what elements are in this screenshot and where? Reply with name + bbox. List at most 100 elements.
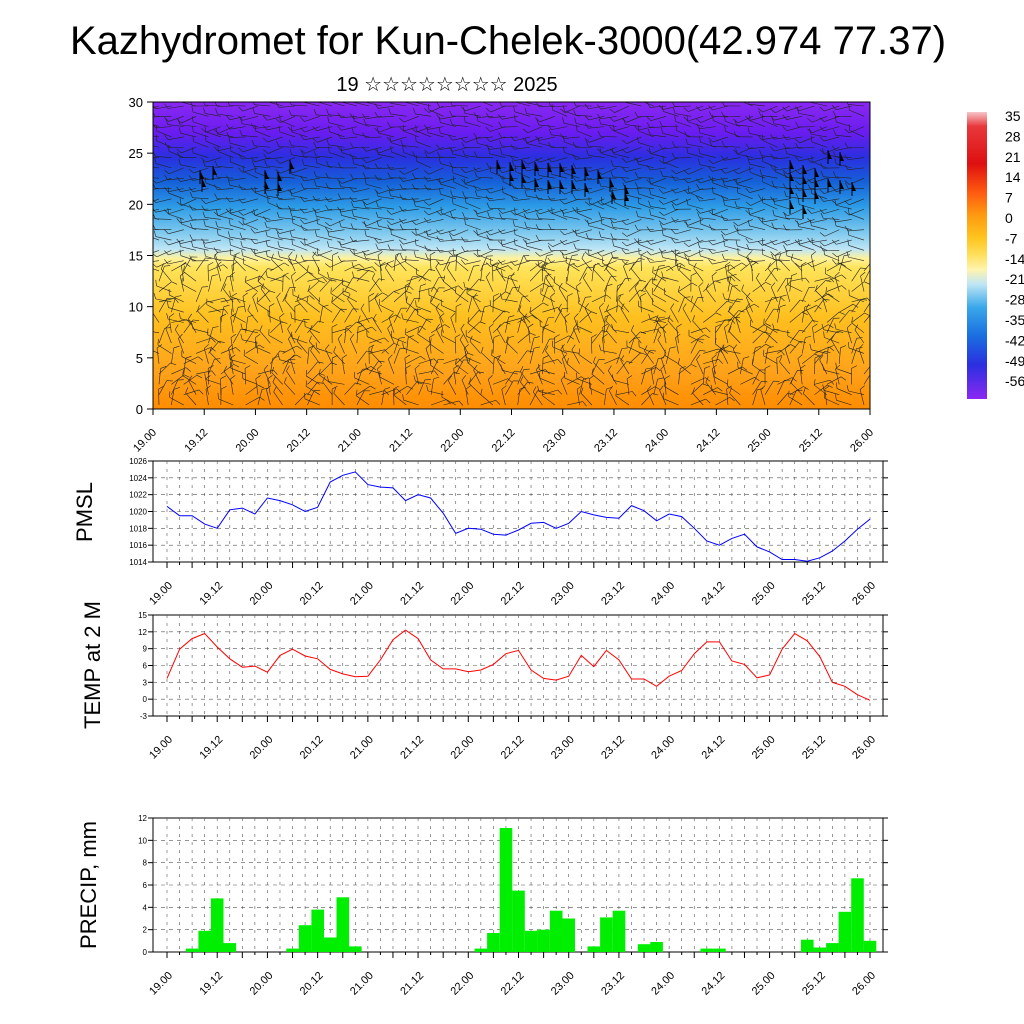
- wind-barb: [267, 256, 283, 261]
- wind-barb-flag: [192, 125, 194, 132]
- colorbar-label: 21: [1005, 149, 1021, 165]
- wind-barb: [737, 177, 753, 184]
- wind-barb: [242, 167, 259, 173]
- wind-barb-flag: [780, 294, 787, 297]
- wind-barb: [638, 244, 654, 251]
- wind-barb-flag: [229, 362, 232, 369]
- wind-barb: [316, 155, 333, 158]
- wind-barb: [775, 171, 790, 179]
- wind-barb-flag: [256, 297, 259, 304]
- wind-barb: [823, 208, 840, 214]
- wind-barb: [727, 275, 732, 292]
- wind-barb: [737, 153, 753, 158]
- wind-barb: [545, 278, 556, 292]
- wind-barb: [653, 277, 663, 292]
- wind-barb-flag: [247, 314, 254, 318]
- wind-barb: [370, 351, 382, 364]
- precip-bar: [349, 946, 362, 952]
- wind-barb-flag: [215, 108, 218, 115]
- wind-barb-flag: [258, 385, 265, 389]
- wind-barb: [762, 181, 778, 189]
- wind-barb: [318, 303, 333, 313]
- wind-barb-flag: [277, 251, 280, 258]
- wind-barb-flag: [522, 138, 528, 144]
- wind-barb-flag: [271, 366, 275, 373]
- wind-barb: [542, 275, 546, 292]
- wind-barb: [354, 254, 370, 261]
- colorbar-bar: [967, 112, 987, 399]
- wind-barb-flag: [177, 151, 181, 158]
- wind-barb-flag: [632, 391, 637, 397]
- wind-barb: [604, 305, 619, 313]
- wind-barb: [440, 132, 456, 138]
- wind-barb-flag: [390, 228, 392, 235]
- wind-barb: [304, 126, 320, 133]
- wind-barb: [328, 208, 345, 211]
- wind-barb: [826, 376, 842, 385]
- precip-bar: [838, 911, 852, 952]
- wind-barb: [798, 226, 815, 231]
- wind-barb: [388, 317, 395, 333]
- wind-barb-flag: [399, 206, 404, 212]
- wind-barb: [711, 275, 716, 292]
- wind-barb-flag: [550, 292, 556, 298]
- wind-barb: [469, 341, 481, 354]
- wind-barb-flag: [847, 239, 850, 246]
- wind-barb-flag: [720, 169, 726, 174]
- wind-barb: [429, 254, 432, 271]
- wind-barb-flag: [649, 188, 651, 195]
- wind-barb-flag: [873, 299, 879, 300]
- wind-barb: [799, 136, 815, 144]
- wind-barb: [641, 328, 657, 334]
- wind-barb: [625, 177, 642, 183]
- wind-barb: [848, 234, 865, 241]
- wind-barb: [551, 126, 568, 130]
- wind-barb-flag: [460, 168, 466, 173]
- wind-barb: [230, 367, 246, 375]
- wind-barb-flag: [523, 255, 527, 261]
- wind-barb: [848, 229, 865, 232]
- wind-barb-flag: [772, 209, 775, 216]
- wind-barb: [208, 275, 213, 292]
- wind-barb: [257, 268, 268, 282]
- wind-barb-flag: [331, 324, 338, 328]
- wind-barb: [811, 177, 827, 184]
- wind-barb: [242, 246, 259, 251]
- wind-barb: [481, 102, 494, 107]
- wind-barb: [749, 188, 766, 193]
- wind-barb-flag: [250, 157, 256, 162]
- wind-barb: [439, 105, 456, 108]
- wind-barb: [626, 116, 642, 123]
- wind-barb: [688, 263, 704, 272]
- wind-barb-flag: [386, 210, 392, 215]
- wind-barb: [749, 157, 766, 161]
- wind-barb-flag: [529, 332, 536, 336]
- wind-barb-flag: [191, 147, 194, 154]
- wind-barb-flag: [142, 138, 144, 144]
- wind-barb: [799, 244, 815, 251]
- wind-barb-flag: [805, 277, 810, 283]
- wind-barb-flag: [211, 274, 218, 277]
- wind-barb-flag: [388, 189, 391, 196]
- wind-barb: [578, 354, 593, 365]
- wind-barb: [625, 205, 642, 210]
- wind-barb: [581, 258, 593, 272]
- wind-barb-flag: [300, 219, 305, 225]
- wind-barb-flag: [807, 158, 812, 163]
- wind-barb-flag: [610, 160, 614, 167]
- wind-barb-flag: [652, 266, 654, 273]
- wind-barb-flag: [508, 274, 515, 277]
- wind-barb: [181, 283, 197, 292]
- wind-barb-flag: [866, 297, 870, 302]
- wind-barb: [565, 262, 580, 272]
- wind-barb: [168, 307, 184, 313]
- wind-barb-flag: [673, 107, 676, 114]
- wind-barb-flag: [436, 210, 442, 216]
- wind-barb: [712, 239, 729, 246]
- wind-barb-flag: [597, 262, 603, 268]
- wind-barb: [378, 225, 395, 231]
- wind-barb: [542, 389, 558, 395]
- wind-barb: [835, 188, 852, 192]
- wind-barb: [403, 130, 419, 138]
